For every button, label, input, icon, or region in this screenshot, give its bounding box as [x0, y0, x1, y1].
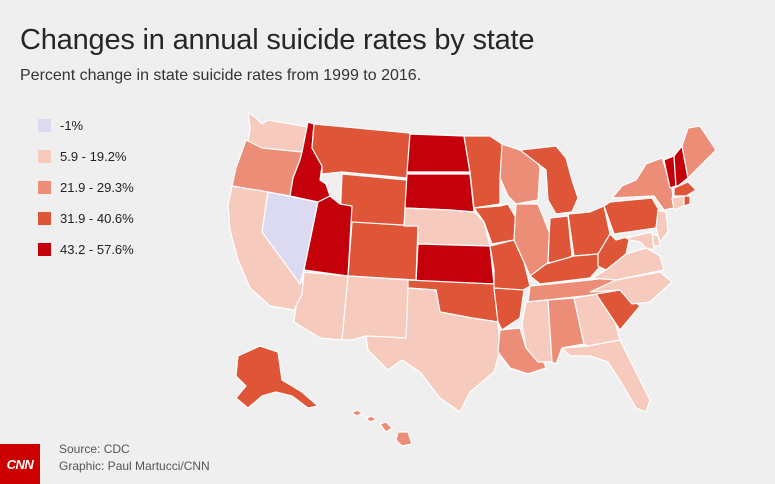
state-nh[interactable]: [673, 145, 689, 187]
state-pa[interactable]: [603, 197, 661, 235]
state-mt[interactable]: [311, 123, 411, 179]
state-la[interactable]: [497, 327, 547, 375]
page-title: Changes in annual suicide rates by state: [20, 24, 535, 56]
state-tx[interactable]: [365, 287, 501, 413]
legend: -1% 5.9 - 19.2% 21.9 - 29.3% 31.9 - 40.6…: [38, 110, 134, 265]
legend-swatch: [38, 119, 51, 132]
state-ar[interactable]: [493, 287, 525, 331]
legend-item: 21.9 - 29.3%: [38, 172, 134, 203]
legend-label: -1%: [60, 118, 84, 133]
legend-swatch: [38, 150, 51, 163]
state-ak[interactable]: [235, 345, 319, 409]
state-hi[interactable]: [351, 409, 413, 447]
state-md[interactable]: [625, 231, 655, 251]
legend-item: 5.9 - 19.2%: [38, 141, 134, 172]
state-ks[interactable]: [415, 243, 495, 285]
legend-swatch: [38, 212, 51, 225]
state-nj[interactable]: [655, 209, 669, 243]
state-ct[interactable]: [671, 195, 685, 211]
state-ut[interactable]: [303, 195, 353, 277]
cnn-logo: CNN: [0, 444, 40, 484]
legend-item: 43.2 - 57.6%: [38, 234, 134, 265]
credits: Source: CDC Graphic: Paul Martucci/CNN: [59, 441, 210, 475]
legend-label: 43.2 - 57.6%: [60, 242, 134, 257]
graphic-credit: Graphic: Paul Martucci/CNN: [59, 459, 210, 473]
legend-label: 5.9 - 19.2%: [60, 149, 127, 164]
legend-swatch: [38, 181, 51, 194]
state-nm[interactable]: [341, 275, 411, 341]
state-ma[interactable]: [673, 181, 697, 197]
state-in[interactable]: [547, 215, 573, 265]
state-nd[interactable]: [406, 133, 471, 173]
state-co[interactable]: [347, 221, 419, 281]
source-text: Source: CDC: [59, 442, 130, 456]
state-ri[interactable]: [683, 195, 691, 207]
page-subtitle: Percent change in state suicide rates fr…: [20, 67, 422, 84]
legend-label: 21.9 - 29.3%: [60, 180, 134, 195]
state-mi[interactable]: [519, 145, 579, 215]
legend-item: -1%: [38, 110, 134, 141]
state-wv[interactable]: [597, 233, 631, 271]
state-sd[interactable]: [404, 173, 475, 213]
state-fl[interactable]: [561, 339, 651, 413]
legend-label: 31.9 - 40.6%: [60, 211, 134, 226]
legend-item: 31.9 - 40.6%: [38, 203, 134, 234]
state-me[interactable]: [681, 125, 717, 179]
legend-swatch: [38, 243, 51, 256]
